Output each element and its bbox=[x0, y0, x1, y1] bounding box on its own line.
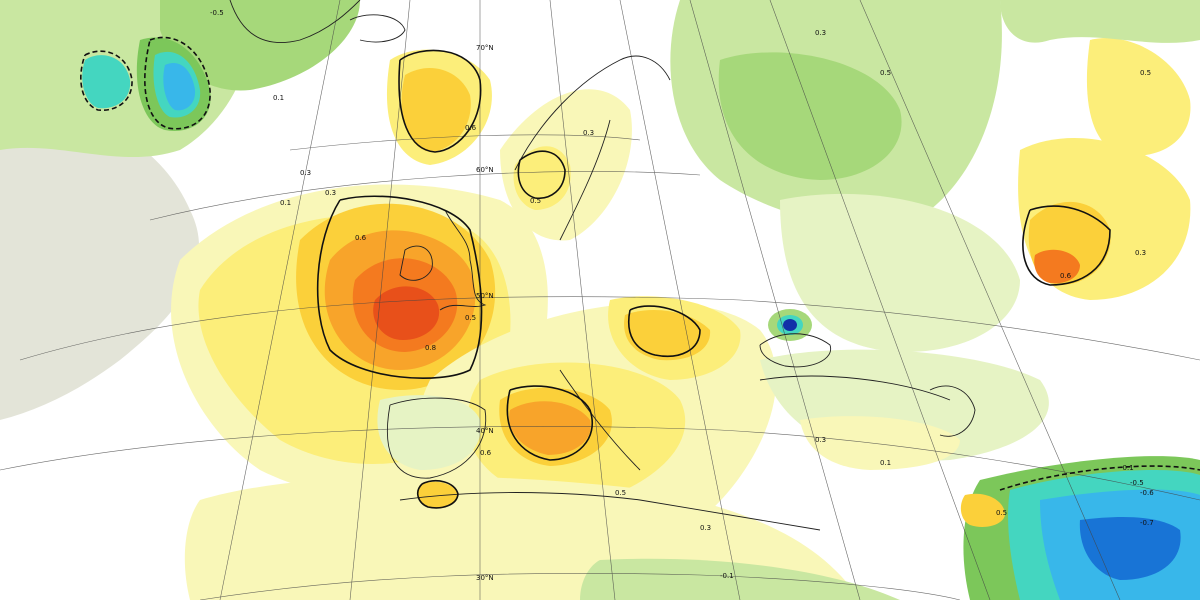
coast-blacksea bbox=[759, 333, 832, 368]
lon-e50 bbox=[859, 0, 1121, 600]
contour-tyrrhenian bbox=[506, 385, 593, 461]
arabia-blue-field bbox=[1079, 517, 1181, 580]
lat-label-70: 70°N bbox=[476, 44, 494, 52]
coast-nafrica bbox=[399, 492, 821, 531]
contour-label: -0.1 bbox=[1120, 464, 1134, 472]
greenland-lightblue-blob bbox=[163, 62, 196, 111]
contour-label: 0.8 bbox=[425, 344, 436, 352]
contour-label: 0.3 bbox=[583, 129, 594, 137]
lon-w20 bbox=[219, 0, 341, 600]
contours bbox=[80, 36, 1200, 509]
contour-label: 0.1 bbox=[273, 94, 284, 102]
coast-greenland bbox=[229, 0, 361, 44]
atlantic-grey-field bbox=[0, 108, 200, 421]
biscay-max-08 bbox=[373, 286, 440, 340]
coast-iberia bbox=[386, 397, 487, 479]
tyrrhenian-dark-field bbox=[509, 401, 591, 455]
contour-label: 0.3 bbox=[325, 189, 336, 197]
lat-label-30: 30°N bbox=[476, 574, 494, 582]
contour-label: 0.6 bbox=[355, 234, 367, 242]
coast-turkey bbox=[759, 375, 951, 401]
iberia-light-field bbox=[377, 395, 481, 470]
contour-label: 0.5 bbox=[530, 197, 541, 205]
contour-kazakh bbox=[1022, 205, 1111, 286]
contour-label: -0.7 bbox=[1140, 519, 1154, 527]
contour-label: 0.1 bbox=[880, 459, 891, 467]
contour-labrador bbox=[80, 50, 133, 111]
contour-label: 0.5 bbox=[615, 489, 626, 497]
contour-label: 0.5 bbox=[465, 314, 476, 322]
nafrica-green-strip bbox=[580, 558, 900, 600]
contour-label: 0.3 bbox=[815, 29, 826, 37]
coast-iceland bbox=[349, 14, 406, 43]
contour-labels: 0.1 0.3 0.1 0.3 0.6 0.6 0.8 0.5 0.3 0.5 … bbox=[210, 9, 1154, 580]
contour-label: -0.5 bbox=[1130, 479, 1144, 487]
coast-ireland bbox=[399, 245, 433, 281]
contour-label: -0.6 bbox=[1140, 489, 1154, 497]
lat-label-50: 50°N bbox=[476, 292, 494, 300]
contour-label: 0.5 bbox=[880, 69, 891, 77]
kazakh-red-field bbox=[1034, 249, 1080, 284]
contour-label: 0.6 bbox=[1060, 272, 1072, 280]
coast-norway bbox=[514, 55, 671, 171]
contour-biscay bbox=[316, 195, 483, 379]
russia-green-2 bbox=[718, 52, 902, 180]
lat-label-40: 40°N bbox=[476, 427, 494, 435]
coastlines bbox=[229, 0, 976, 531]
lon-e30 bbox=[689, 0, 861, 600]
contour-label: 0.5 bbox=[1140, 69, 1151, 77]
latitude-labels: 30°N 40°N 50°N 60°N 70°N bbox=[476, 44, 494, 582]
contour-label: 0.3 bbox=[815, 436, 826, 444]
lat-30 bbox=[199, 572, 961, 600]
contour-label: 0.6 bbox=[480, 449, 492, 457]
lat-40 bbox=[0, 426, 1200, 501]
lon-e40 bbox=[769, 0, 991, 600]
lat-label-60: 60°N bbox=[476, 166, 494, 174]
contour-label: -0.5 bbox=[210, 9, 224, 17]
coast-caspian bbox=[929, 385, 976, 437]
contour-moroccan bbox=[416, 480, 459, 509]
contour-label: 0.3 bbox=[700, 524, 711, 532]
iceland-orange-field bbox=[401, 67, 471, 152]
contour-balkans bbox=[628, 305, 701, 357]
contour-label: 0.3 bbox=[300, 169, 311, 177]
turkey-yellow-field bbox=[800, 416, 960, 470]
egypt-yellow-spot bbox=[960, 493, 1005, 527]
contour-label: 0.3 bbox=[1135, 249, 1146, 257]
contour-arabia bbox=[999, 465, 1200, 491]
contour-norway bbox=[517, 150, 566, 199]
coast-italy bbox=[559, 369, 641, 471]
contour-label: 0.1 bbox=[280, 199, 291, 207]
labrador-cyan-blob bbox=[82, 55, 131, 109]
contour-label: 0.6 bbox=[465, 124, 477, 132]
coast-sweden bbox=[559, 119, 611, 241]
lat-60 bbox=[149, 171, 701, 221]
lon-e20 bbox=[619, 0, 741, 600]
contour-iceland bbox=[398, 49, 482, 153]
moroccan-orange-spot bbox=[417, 481, 458, 508]
coast-uk bbox=[439, 209, 487, 311]
ne-yellow-field bbox=[1086, 38, 1191, 156]
lon-e10 bbox=[549, 0, 616, 600]
contour-label: 0.5 bbox=[996, 509, 1007, 517]
blacksea-blue bbox=[783, 319, 797, 331]
contour-label: -0.1 bbox=[720, 572, 734, 580]
contour-greenland bbox=[144, 36, 211, 130]
greenland-green-field bbox=[160, 0, 360, 91]
lat-50 bbox=[19, 296, 1200, 361]
balkans-orange-field bbox=[624, 310, 711, 361]
east-green-field bbox=[1000, 0, 1200, 43]
russia-light-green bbox=[780, 193, 1020, 352]
